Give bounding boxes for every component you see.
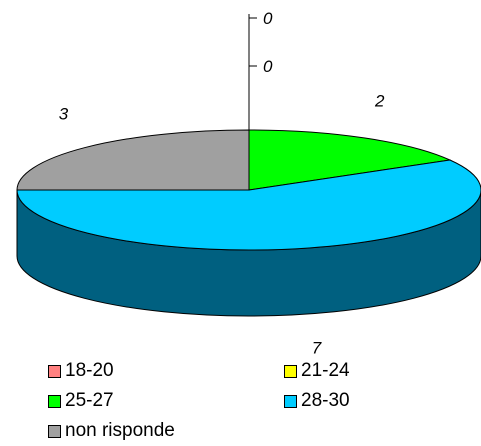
legend-label-21-24: 21-24 [301,360,350,381]
legend-swatch-21-24 [284,364,297,378]
data-label-non-risponde: 3 [59,104,69,123]
legend-item-non-risponde: non risponde [48,420,175,442]
legend-label-28-30: 28-30 [301,390,350,411]
pie-slice-non-risponde [16,129,250,191]
legend-label-25-27: 25-27 [65,390,114,411]
legend-item-18-20: 18-20 [48,360,114,382]
pie-slice-25-27 [248,129,452,191]
legend-item-21-24: 21-24 [284,360,350,382]
label-leaders [248,14,257,130]
legend-item-28-30: 28-30 [284,390,350,412]
legend-swatch-non-risponde [48,424,61,438]
data-label-21-24: 0 [263,57,273,76]
pie-tops [16,129,481,251]
data-label-18-20: 0 [263,9,273,28]
data-label-28-30: 7 [312,338,322,357]
legend-swatch-18-20 [48,364,61,378]
legend-item-25-27: 25-27 [48,390,114,412]
legend-label-non-risponde: non risponde [65,420,175,441]
legend-swatch-28-30 [284,394,297,408]
data-label-25-27: 2 [374,92,385,111]
legend-swatch-25-27 [48,394,61,408]
data-labels: 0 0 2 7 3 [59,9,385,357]
legend-label-18-20: 18-20 [65,360,114,381]
